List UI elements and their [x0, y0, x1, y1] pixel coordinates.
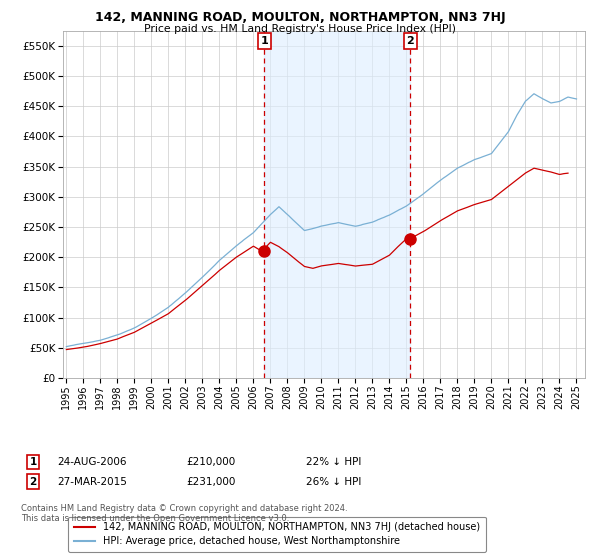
- Text: 22% ↓ HPI: 22% ↓ HPI: [306, 457, 361, 467]
- Text: 142, MANNING ROAD, MOULTON, NORTHAMPTON, NN3 7HJ: 142, MANNING ROAD, MOULTON, NORTHAMPTON,…: [95, 11, 505, 24]
- Text: 26% ↓ HPI: 26% ↓ HPI: [306, 477, 361, 487]
- Text: 2: 2: [407, 36, 414, 46]
- Text: £210,000: £210,000: [186, 457, 235, 467]
- Text: £231,000: £231,000: [186, 477, 235, 487]
- Text: 1: 1: [29, 457, 37, 467]
- Legend: 142, MANNING ROAD, MOULTON, NORTHAMPTON, NN3 7HJ (detached house), HPI: Average : 142, MANNING ROAD, MOULTON, NORTHAMPTON,…: [68, 516, 486, 552]
- Text: 1: 1: [260, 36, 268, 46]
- Text: 27-MAR-2015: 27-MAR-2015: [57, 477, 127, 487]
- Text: 2: 2: [29, 477, 37, 487]
- Text: 24-AUG-2006: 24-AUG-2006: [57, 457, 127, 467]
- Text: Price paid vs. HM Land Registry's House Price Index (HPI): Price paid vs. HM Land Registry's House …: [144, 24, 456, 34]
- Text: Contains HM Land Registry data © Crown copyright and database right 2024.
This d: Contains HM Land Registry data © Crown c…: [21, 504, 347, 524]
- Bar: [265, 31, 410, 378]
